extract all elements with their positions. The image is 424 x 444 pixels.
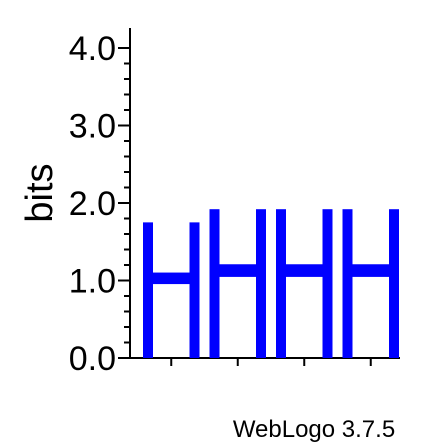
- letter-left-stem: [209, 209, 220, 358]
- letter-left-stem: [143, 222, 153, 358]
- y-axis-label: bits: [19, 163, 61, 222]
- letter-left-stem: [276, 209, 286, 358]
- logo-letter-h: [342, 209, 399, 358]
- letter-left-stem: [342, 209, 353, 358]
- y-ticks: [118, 47, 130, 359]
- letter-right-stem: [256, 209, 266, 358]
- letter-right-stem: [389, 209, 399, 358]
- y-tick-label: 3.0: [69, 108, 116, 146]
- logo-letters: [143, 209, 399, 358]
- letter-crossbar: [143, 272, 200, 285]
- x-axis: [130, 357, 400, 366]
- letter-crossbar: [276, 264, 333, 277]
- weblogo-version-label: WebLogo 3.7.5: [233, 416, 395, 443]
- y-tick-label: 4.0: [69, 30, 116, 68]
- letter-crossbar: [342, 264, 399, 277]
- logo-letter-h: [209, 209, 266, 358]
- letter-right-stem: [189, 222, 200, 358]
- letter-crossbar: [209, 264, 266, 277]
- logo-letter-h: [276, 209, 333, 358]
- y-tick-label: 2.0: [69, 185, 116, 223]
- x-ticks: [170, 358, 372, 366]
- letter-right-stem: [322, 209, 333, 358]
- y-axis: [118, 28, 131, 359]
- y-tick-label: 1.0: [69, 263, 116, 301]
- logo-letter-h: [143, 222, 200, 358]
- y-tick-labels: 0.0 1.0 2.0 3.0 4.0: [69, 30, 116, 378]
- y-tick-label: 0.0: [69, 340, 116, 378]
